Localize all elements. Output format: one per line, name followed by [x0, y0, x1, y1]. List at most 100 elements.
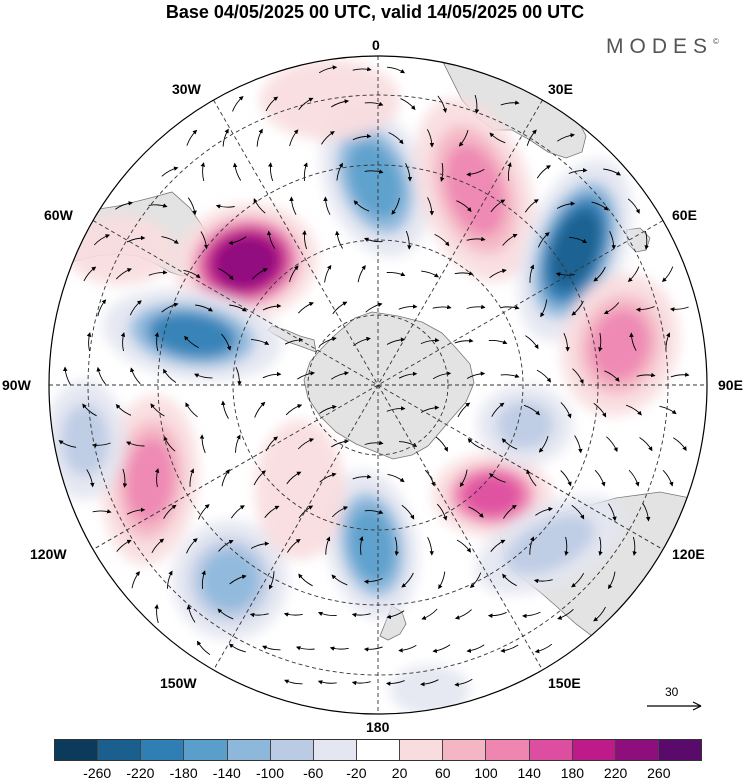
wind-arrow	[249, 612, 269, 618]
wind-arrow	[405, 163, 413, 182]
lon-label-120e: 120E	[672, 546, 705, 562]
colorbar-segment	[270, 740, 314, 760]
wind-arrow	[115, 201, 133, 210]
wind-arrow	[556, 201, 576, 209]
wind-arrow	[189, 468, 194, 487]
wind-arrow	[644, 230, 649, 250]
wind-arrow	[298, 505, 314, 519]
colorbar-segment	[313, 740, 357, 760]
wind-arrow	[295, 646, 315, 651]
wind-arrow	[201, 570, 206, 589]
wind-arrow	[92, 509, 112, 514]
wind-arrow	[401, 504, 415, 520]
wind-arrow	[96, 366, 106, 385]
wind-arrow	[289, 196, 297, 215]
wind-arrow	[500, 100, 520, 106]
colorbar-segment	[658, 740, 702, 760]
wind-arrow	[232, 162, 242, 181]
anomaly-contour	[201, 550, 259, 610]
lon-label-30e: 30E	[548, 81, 573, 97]
wind-arrow	[286, 471, 302, 485]
wind-arrow	[256, 128, 263, 147]
wind-arrow	[365, 302, 383, 313]
brand-text: MODES	[606, 35, 714, 58]
lon-label-30w: 30W	[172, 81, 201, 97]
wind-arrow	[130, 367, 141, 385]
wind-arrow	[594, 469, 606, 487]
wind-arrow	[466, 371, 486, 379]
wind-arrow	[187, 197, 197, 216]
wind-arrow	[488, 339, 508, 345]
wind-arrow	[221, 333, 232, 351]
wind-arrow	[500, 373, 520, 378]
wind-arrow	[398, 304, 418, 310]
wind-arrow	[323, 196, 331, 215]
anomaly-contour	[61, 404, 109, 476]
wind-arrow	[555, 272, 575, 277]
wind-arrow	[363, 237, 383, 243]
wind-arrow	[285, 404, 303, 416]
wind-arrow	[434, 233, 450, 247]
wind-arrow	[331, 506, 349, 518]
wind-arrow	[289, 129, 299, 147]
colorbar-tick-label: 180	[560, 765, 585, 781]
wind-arrow	[194, 373, 213, 379]
wind-arrow	[334, 230, 343, 249]
wind-arrow	[604, 370, 620, 382]
anomaly-contour	[347, 141, 403, 219]
anomaly-contour	[65, 215, 175, 285]
lon-label-150e: 150E	[548, 675, 581, 691]
wind-arrow	[469, 572, 482, 589]
wind-arrow	[625, 404, 642, 416]
wind-arrow	[572, 368, 584, 385]
map-border	[48, 55, 708, 715]
wind-arrow	[593, 606, 606, 622]
wind-arrow	[303, 162, 308, 181]
wind-arrow	[557, 133, 575, 142]
wind-arrow	[148, 203, 168, 208]
wind-arrow	[122, 468, 128, 488]
wind-arrow	[387, 66, 406, 74]
wind-arrow	[574, 435, 583, 454]
wind-arrow	[183, 269, 201, 279]
wind-arrow	[468, 506, 484, 518]
wind-arrow	[537, 232, 550, 248]
wind-arrow	[437, 95, 448, 113]
wind-arrow	[459, 469, 468, 488]
wind-arrow	[364, 101, 384, 106]
colorbar-segment	[486, 740, 530, 760]
wind-arrow	[298, 97, 314, 110]
wind-arrow	[490, 199, 506, 213]
wind-arrow	[185, 402, 198, 418]
colorbar-tick-label: -100	[255, 765, 285, 781]
colorbar-tick-label: 140	[517, 765, 541, 781]
wind-arrow	[440, 162, 445, 182]
wind-arrow	[669, 306, 689, 312]
wind-arrow	[454, 609, 472, 620]
wind-arrow	[603, 168, 621, 176]
colorbar	[54, 739, 702, 761]
wind-arrow	[491, 402, 505, 417]
wind-arrow	[126, 235, 146, 243]
wind-arrow	[538, 435, 549, 453]
wind-arrow	[329, 646, 349, 651]
lon-label-180: 180	[366, 719, 390, 735]
wind-arrow	[163, 504, 177, 519]
lon-label-60w: 60W	[44, 207, 73, 223]
wind-arrow	[221, 469, 230, 487]
colorbar-tick-label: 100	[474, 765, 498, 781]
wind-arrow	[253, 470, 267, 486]
reference-vector: 30	[645, 685, 705, 715]
colorbar-tick-label: 20	[391, 765, 408, 781]
wind-arrow	[161, 302, 179, 313]
wind-arrow	[332, 301, 348, 315]
wind-arrow	[427, 197, 435, 216]
colorbar-segment	[615, 740, 659, 760]
wind-arrow	[228, 236, 247, 246]
wind-arrow	[456, 200, 472, 212]
wind-arrow	[609, 230, 617, 250]
wind-arrow	[200, 231, 209, 250]
wind-arrow	[120, 332, 126, 352]
reference-vector-label: 30	[665, 685, 679, 699]
wind-arrow	[217, 608, 234, 620]
